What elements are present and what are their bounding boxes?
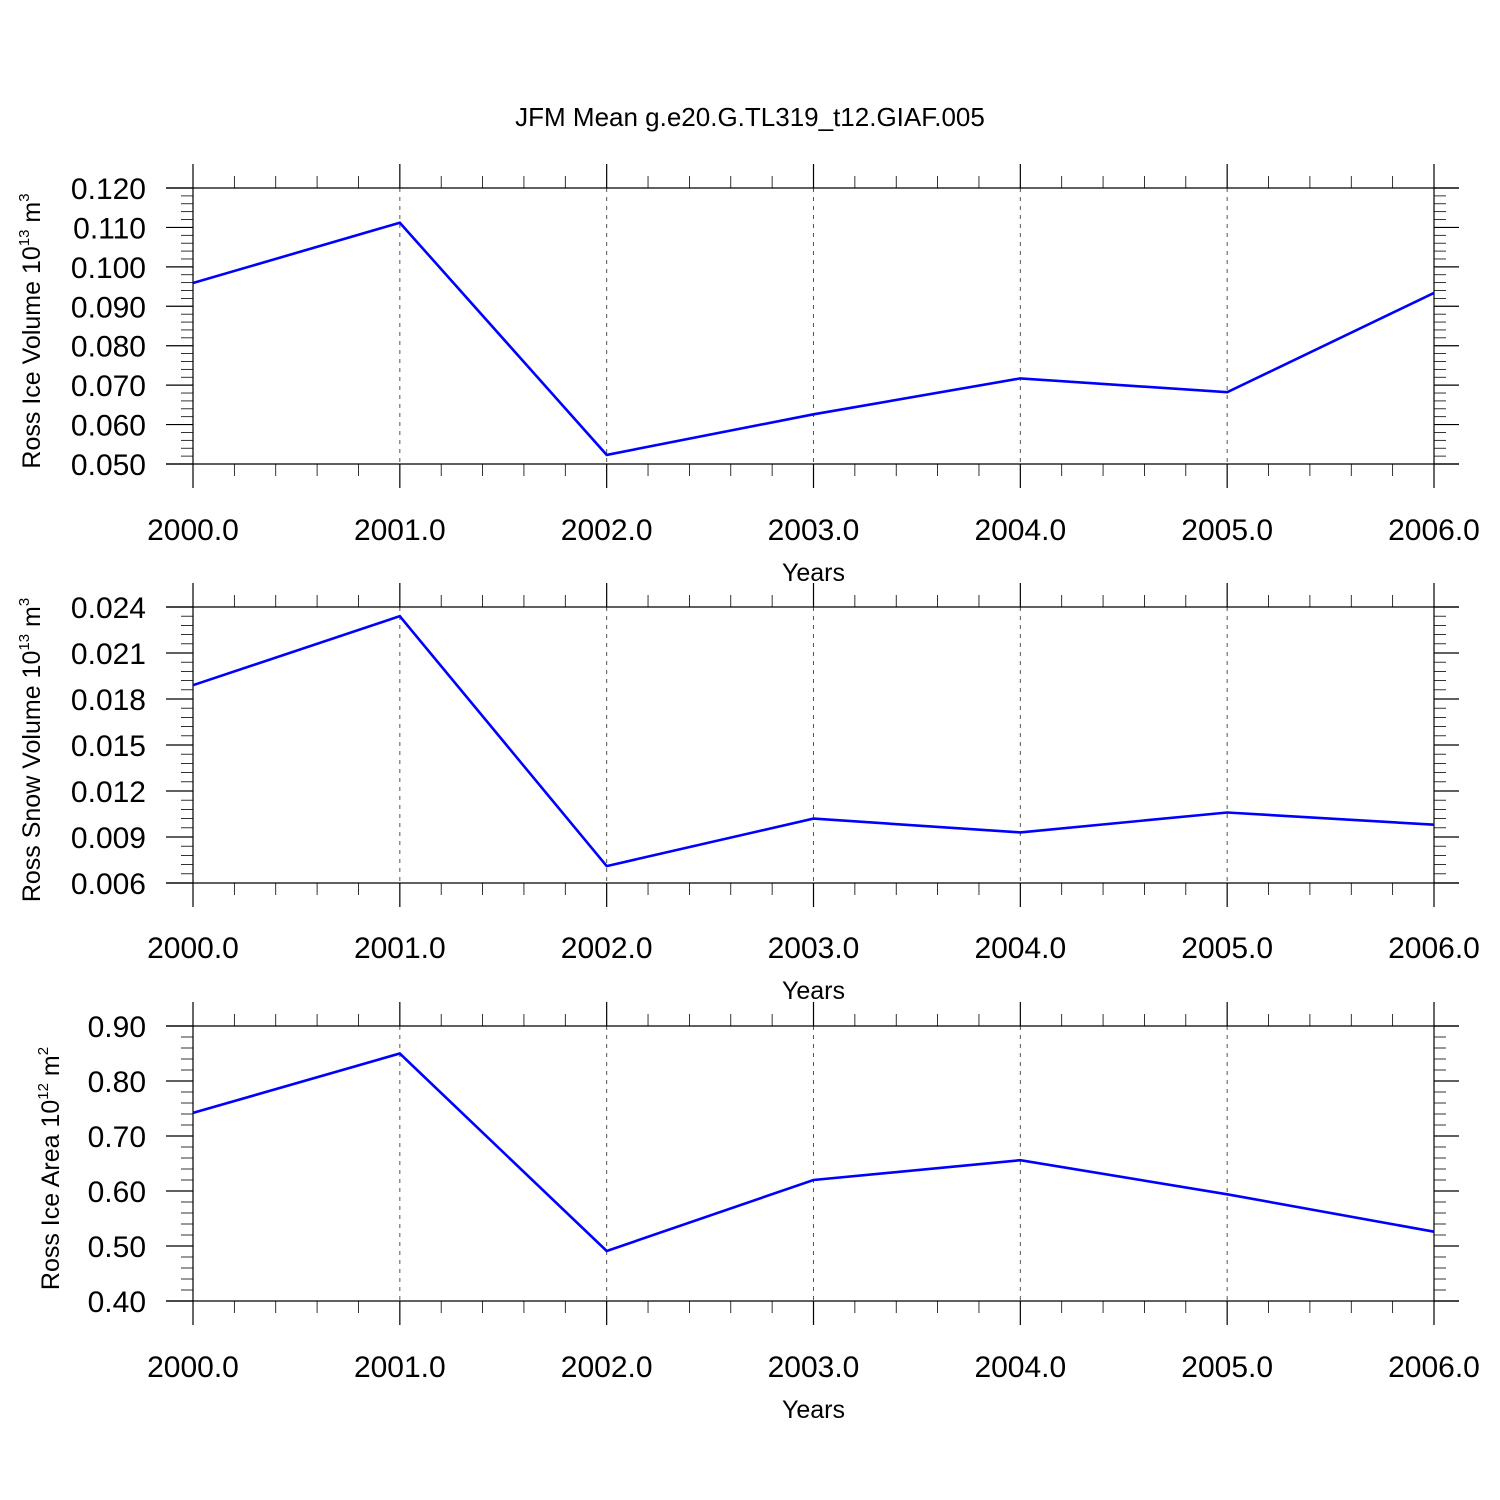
x-axis-title: Years xyxy=(782,1396,845,1424)
y-tick-label: 0.018 xyxy=(71,684,146,717)
x-tick-label: 2006.0 xyxy=(1388,1351,1480,1384)
y-axis-title: Ross Snow Volume 1013 m3 xyxy=(16,598,46,902)
y-axis-title: Ross Ice Volume 1013 m3 xyxy=(16,193,46,468)
y-tick-label: 0.80 xyxy=(88,1066,146,1099)
y-tick-label: 0.50 xyxy=(88,1231,146,1264)
y-tick-label: 0.090 xyxy=(71,291,146,324)
y-axis-title-text: Ross Snow Volume 10 xyxy=(18,651,46,903)
y-axis-title-superscript: 3 xyxy=(16,598,33,606)
x-tick-label: 2001.0 xyxy=(354,932,446,965)
y-tick-label: 0.40 xyxy=(88,1286,146,1319)
y-tick-label: 0.012 xyxy=(71,776,146,809)
x-tick-label: 2005.0 xyxy=(1181,932,1273,965)
x-tick-label: 2002.0 xyxy=(561,1351,653,1384)
x-tick-label: 2003.0 xyxy=(768,514,860,547)
y-axis-title-text: m xyxy=(37,1055,65,1083)
y-axis-title-superscript: 12 xyxy=(35,1083,52,1100)
x-tick-label: 2006.0 xyxy=(1388,514,1480,547)
y-tick-label: 0.024 xyxy=(71,592,146,625)
chart-panels: 2000.0 2001.0 2002.0 2003.0 2004.0 2005.0 2006… xyxy=(16,164,1480,1424)
series-line xyxy=(192,614,1435,868)
x-tick-label: 2000.0 xyxy=(147,932,239,965)
x-tick-label: 2004.0 xyxy=(974,932,1066,965)
x-tick-label: 2002.0 xyxy=(561,932,653,965)
x-tick-label: 2003.0 xyxy=(768,1351,860,1384)
y-axis-title-superscript: 2 xyxy=(35,1047,52,1055)
y-tick-label: 0.015 xyxy=(71,730,146,763)
x-tick-label: 2004.0 xyxy=(974,1351,1066,1384)
y-tick-label: 0.120 xyxy=(71,173,146,206)
x-axis-title: Years xyxy=(782,977,845,1005)
y-tick-label: 0.100 xyxy=(71,252,146,285)
y-axis-title-text: m xyxy=(18,606,46,634)
chart-panel-2: 2000.0 2001.0 2002.0 2003.0 2004.0 2005.0 2006… xyxy=(16,583,1480,1005)
y-tick-label: 0.70 xyxy=(88,1121,146,1154)
x-tick-label: 2002.0 xyxy=(561,514,653,547)
y-tick-label: 0.070 xyxy=(71,370,146,403)
y-tick-label: 0.080 xyxy=(71,331,146,364)
y-tick-label: 0.60 xyxy=(88,1176,146,1209)
y-tick-label: 0.110 xyxy=(73,212,146,245)
y-tick-label: 0.021 xyxy=(71,638,146,671)
x-tick-label: 2004.0 xyxy=(974,514,1066,547)
y-axis-title-text: Ross Ice Volume 10 xyxy=(18,246,46,468)
y-tick-label: 0.050 xyxy=(71,449,146,482)
x-tick-label: 2001.0 xyxy=(354,1351,446,1384)
y-axis-title: Ross Ice Area 1012 m2 xyxy=(35,1047,65,1290)
x-tick-label: 2000.0 xyxy=(147,514,239,547)
y-tick-label: 0.006 xyxy=(71,868,146,901)
series-line xyxy=(192,1052,1435,1253)
x-tick-label: 2005.0 xyxy=(1181,1351,1273,1384)
x-tick-label: 2005.0 xyxy=(1181,514,1273,547)
figure-title: JFM Mean g.e20.G.TL319_t12.GIAF.005 xyxy=(515,102,985,132)
chart-panel-1: 2000.0 2001.0 2002.0 2003.0 2004.0 2005.0 2006… xyxy=(16,164,1480,587)
y-axis-title-text: Ross Ice Area 10 xyxy=(37,1100,65,1290)
x-tick-label: 2000.0 xyxy=(147,1351,239,1384)
series-line xyxy=(192,221,1435,457)
x-tick-label: 2003.0 xyxy=(768,932,860,965)
y-tick-label: 0.90 xyxy=(88,1011,146,1044)
y-tick-label: 0.060 xyxy=(71,410,146,443)
y-tick-label: 0.009 xyxy=(71,822,146,855)
x-tick-label: 2006.0 xyxy=(1388,932,1480,965)
y-axis-title-superscript: 13 xyxy=(16,634,33,651)
y-axis-title-superscript: 3 xyxy=(16,193,33,201)
y-axis-title-superscript: 13 xyxy=(16,230,33,247)
chart-panel-3: 2000.0 2001.0 2002.0 2003.0 2004.0 2005.0 2006… xyxy=(35,1002,1480,1424)
x-axis-title: Years xyxy=(782,559,845,587)
y-axis-title-text: m xyxy=(18,202,46,230)
x-tick-label: 2001.0 xyxy=(354,514,446,547)
